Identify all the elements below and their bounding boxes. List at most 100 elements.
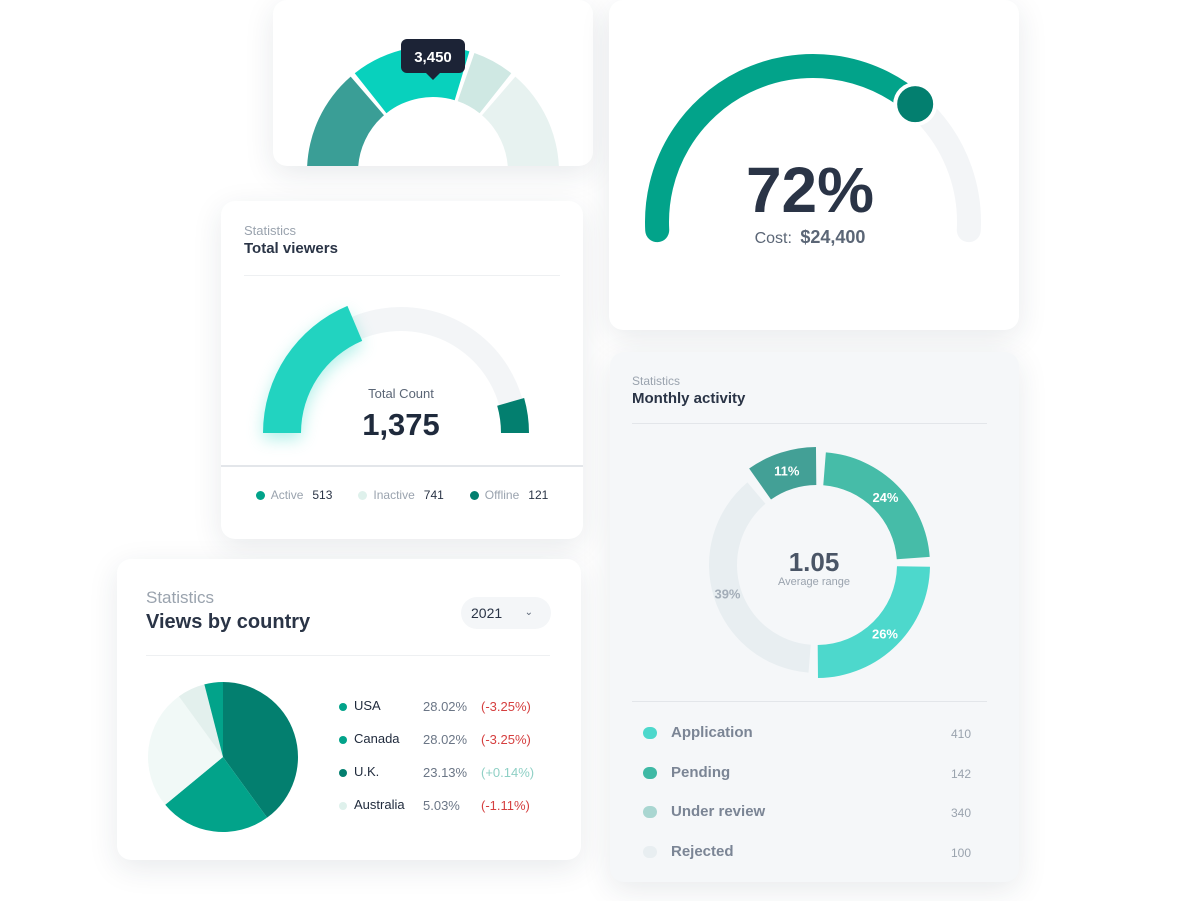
country-dot [339, 703, 347, 711]
status-count: 410 [950, 727, 971, 741]
legend-value: 513 [312, 488, 333, 502]
country-dot [339, 736, 347, 744]
country-percent: 5.03% [423, 798, 460, 813]
average-range-value: 1.05 [789, 547, 840, 577]
status-row-application: Application 410 [610, 721, 1019, 761]
chevron-down-icon: ⌄ [524, 607, 533, 618]
country-change: (-3.25%) [481, 732, 531, 747]
country-change: (+0.14%) [481, 765, 535, 780]
segment-label: 26% [872, 626, 898, 641]
divider [146, 655, 550, 656]
country-name: Australia [354, 797, 405, 812]
gauge-segment-active [263, 305, 363, 433]
pie-slice-2 [165, 757, 268, 832]
status-dot [643, 766, 657, 779]
card-title: Monthly activity [632, 390, 746, 407]
country-name: U.K. [354, 764, 380, 779]
card-subtitle: Statistics [244, 223, 297, 238]
legend-value: 121 [528, 488, 549, 502]
divider [244, 275, 560, 276]
country-pie-chart [148, 682, 298, 832]
pie-slice-4 [178, 684, 223, 757]
donut-segment-1 [823, 452, 930, 560]
country-percent: 28.02% [423, 732, 468, 747]
gauge-percent: 72% [746, 154, 874, 226]
svg-text:Cost: $24,400: Cost: $24,400 [755, 227, 866, 247]
total-count-value: 1,375 [362, 407, 440, 442]
legend-dot [358, 490, 368, 500]
status-row-pending: Pending 142 [610, 761, 1019, 801]
country-dot [339, 769, 347, 777]
segment-label: 24% [872, 490, 898, 505]
pie-slice-1 [223, 682, 298, 818]
donut-segment-4 [482, 76, 559, 166]
donut-segment-3 [709, 482, 811, 673]
legend-label: Active [270, 488, 304, 502]
cost-gauge-chart: 72% Cost: $24,400 [645, 54, 981, 247]
status-dot [643, 806, 657, 818]
card-title: Total viewers [244, 240, 338, 257]
status-label: Application [671, 724, 753, 741]
legend-label: Inactive [373, 488, 415, 502]
segment-label: 39% [714, 587, 740, 602]
total-viewers-card: Statistics Total viewers Total Count 1,3… [221, 201, 583, 539]
card-title: Views by country [146, 611, 311, 633]
segments-donut-chart: 3,450 [307, 39, 559, 166]
year-dropdown[interactable]: 2021 ⌄ [461, 597, 551, 629]
country-percent: 28.02% [423, 699, 468, 714]
country-name: USA [354, 698, 381, 713]
legend-item-offline: Offline 121 [469, 488, 549, 502]
status-row-under-review: Under review 340 [610, 800, 1019, 840]
donut-segment-4 [749, 447, 817, 500]
pie-slice-5 [204, 682, 223, 757]
legend-dot [255, 490, 265, 500]
donut-segment-3 [457, 53, 512, 114]
views-by-country-card: Statistics Views by country 2021 ⌄ USA 28… [117, 559, 581, 860]
status-count: 100 [950, 845, 971, 860]
card-subtitle: Statistics [632, 374, 681, 388]
pie-slice-3 [148, 696, 223, 805]
divider [632, 423, 987, 424]
gauge-segment-offline [497, 398, 529, 433]
status-label: Under review [671, 803, 766, 820]
total-count-label: Total Count [368, 386, 434, 401]
average-range-label: Average range [778, 576, 850, 588]
year-value: 2021 [471, 605, 503, 621]
value-tooltip: 3,450 [401, 39, 465, 80]
total-viewers-gauge: Total Count 1,375 [263, 305, 529, 442]
status-dot [643, 727, 657, 739]
divider [632, 701, 987, 702]
legend-item-active: Active 513 [255, 488, 333, 502]
legend-label: Offline [484, 488, 520, 502]
country-change: (-1.11%) [481, 798, 530, 813]
status-label: Rejected [671, 842, 734, 860]
country-name: Canada [354, 731, 400, 746]
card-subtitle: Statistics [146, 588, 215, 607]
country-dot [339, 802, 347, 810]
tooltip-value: 3,450 [414, 49, 452, 66]
status-list: Application 410 Pending 142 Under review 340 R… [610, 721, 1019, 879]
cost-gauge-card: 72% Cost: $24,400 [609, 0, 1019, 330]
segment-label: 11% [774, 464, 800, 479]
status-count: 142 [950, 766, 971, 781]
donut-segment-2 [817, 566, 930, 678]
status-count: 340 [950, 806, 971, 820]
gauge-handle [893, 82, 938, 127]
status-row-rejected: Rejected 100 [610, 840, 1019, 880]
card-header: Statistics Monthly activity [632, 374, 745, 407]
legend-dot [469, 490, 479, 500]
gauge-progress-arc [645, 54, 928, 243]
country-change: (-3.25%) [481, 699, 531, 714]
segments-donut-card: 3,450 [273, 0, 593, 166]
donut-segment-1 [307, 76, 384, 166]
card-header: Statistics Views by country [146, 588, 310, 634]
country-percent: 23.13% [423, 765, 468, 780]
cost-label: Cost: [755, 230, 792, 247]
card-header: Statistics Total viewers [244, 223, 338, 257]
divider [221, 465, 583, 467]
monthly-activity-card: Statistics Monthly activity 24% 26% 39% 11%… [610, 352, 1019, 882]
cost-value: $24,400 [800, 227, 865, 247]
legend-item-inactive: Inactive 741 [358, 488, 444, 502]
legend-value: 741 [423, 488, 444, 502]
status-dot [643, 845, 657, 858]
